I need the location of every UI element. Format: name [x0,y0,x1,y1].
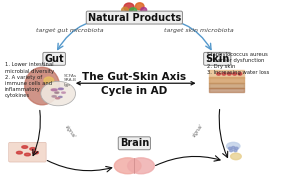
Circle shape [238,73,242,75]
Circle shape [230,149,233,152]
Circle shape [228,147,232,149]
Circle shape [234,149,237,152]
Text: signal: signal [192,124,205,139]
FancyBboxPatch shape [209,77,244,83]
Ellipse shape [22,146,28,148]
FancyBboxPatch shape [9,142,46,162]
Ellipse shape [34,73,55,95]
Circle shape [233,73,237,75]
Ellipse shape [128,158,154,174]
Ellipse shape [24,153,30,156]
Text: Skin: Skin [205,54,229,64]
Ellipse shape [51,89,57,91]
Ellipse shape [52,96,56,97]
Circle shape [50,82,56,86]
Ellipse shape [17,151,22,154]
Ellipse shape [231,153,241,160]
Text: 1. Lower intestinal
microbial diversity
2. A variety of
immune cells and
inflamm: 1. Lower intestinal microbial diversity … [5,62,54,98]
Circle shape [217,73,220,75]
Circle shape [235,147,238,149]
Ellipse shape [56,98,60,99]
Text: target skin microbiota: target skin microbiota [164,28,234,33]
FancyBboxPatch shape [209,70,244,78]
Ellipse shape [124,3,134,12]
Circle shape [49,86,54,90]
Ellipse shape [226,142,240,150]
Text: signal: signal [64,124,76,139]
Circle shape [41,81,76,106]
FancyBboxPatch shape [209,83,244,88]
Ellipse shape [25,67,60,105]
Ellipse shape [58,88,63,90]
Circle shape [232,146,235,149]
Ellipse shape [122,7,128,13]
Text: Gut: Gut [44,54,64,64]
Ellipse shape [62,92,65,93]
Ellipse shape [114,158,141,174]
Circle shape [44,77,54,84]
Text: target gut microbiota: target gut microbiota [36,28,104,33]
Ellipse shape [135,3,144,10]
Ellipse shape [33,151,38,154]
Circle shape [222,73,226,75]
Text: Natural Products: Natural Products [88,13,181,22]
Ellipse shape [141,7,147,13]
Ellipse shape [30,148,36,150]
Ellipse shape [55,92,59,93]
Text: Staphylococcus aureus
1. Barrier dysfunction
2. Dry skin
3. Increasing water los: Staphylococcus aureus 1. Barrier dysfunc… [207,52,269,75]
Circle shape [227,73,231,75]
Text: The Gut-Skin Axis
Cycle in AD: The Gut-Skin Axis Cycle in AD [82,72,186,96]
Ellipse shape [129,8,137,14]
Text: SCFAs
SRA-B
Igp: SCFAs SRA-B Igp [64,74,77,87]
Ellipse shape [58,96,62,98]
FancyBboxPatch shape [209,88,244,92]
Text: Brain: Brain [120,138,149,148]
